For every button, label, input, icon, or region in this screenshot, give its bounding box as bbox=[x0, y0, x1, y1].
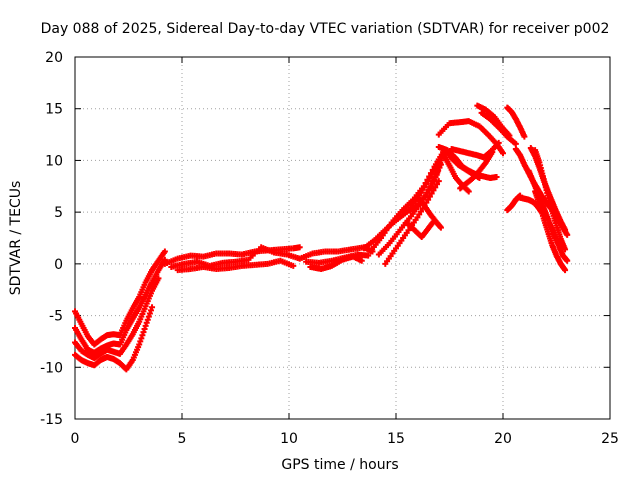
data-point bbox=[138, 335, 145, 342]
series-track-33 bbox=[517, 194, 545, 216]
series-track-4 bbox=[72, 304, 156, 373]
data-point bbox=[432, 184, 439, 191]
data-point bbox=[429, 166, 436, 173]
data-point bbox=[512, 140, 519, 147]
y-tick-label: 10 bbox=[45, 153, 63, 169]
chart-title: Day 088 of 2025, Sidereal Day-to-day VTE… bbox=[41, 21, 610, 37]
series-track-26 bbox=[504, 104, 528, 140]
y-tick-label: -5 bbox=[49, 309, 63, 325]
data-point bbox=[145, 313, 152, 320]
y-axis-label: SDTVAR / TECUs bbox=[8, 181, 24, 296]
data-point bbox=[296, 244, 303, 251]
data-point bbox=[426, 193, 433, 200]
data-point bbox=[136, 341, 143, 348]
plot-frame bbox=[74, 56, 611, 420]
data-point bbox=[562, 226, 569, 233]
ticks: 0 5 10 15 20 25 -15 -10 -5 0 5 10 15 20 bbox=[40, 50, 619, 447]
data-point bbox=[500, 150, 506, 157]
x-tick-label: 10 bbox=[280, 431, 298, 447]
series-track-22 bbox=[457, 149, 496, 192]
data-point bbox=[426, 173, 433, 180]
data-point bbox=[521, 133, 528, 140]
data-point bbox=[489, 149, 496, 156]
y-tick-label: 20 bbox=[45, 50, 63, 66]
data-point bbox=[564, 257, 571, 264]
data-point bbox=[149, 304, 156, 311]
data-point bbox=[435, 178, 442, 185]
data-point bbox=[427, 170, 434, 177]
series-track-23 bbox=[435, 118, 506, 157]
data-point bbox=[290, 262, 297, 269]
data-point bbox=[358, 257, 365, 264]
data-point bbox=[365, 252, 372, 259]
data-point bbox=[147, 307, 154, 314]
y-tick-label: 5 bbox=[54, 205, 63, 221]
data-point bbox=[141, 326, 148, 333]
data-point bbox=[476, 175, 483, 182]
data-point bbox=[493, 173, 500, 180]
data-point bbox=[142, 322, 149, 329]
data-point bbox=[137, 338, 144, 345]
y-tick-label: -10 bbox=[40, 360, 63, 376]
x-tick-label: 5 bbox=[178, 431, 187, 447]
series-track-19 bbox=[440, 151, 472, 195]
series-track-25 bbox=[478, 109, 519, 147]
data-point bbox=[161, 248, 168, 255]
data-point bbox=[146, 310, 153, 317]
x-tick-label: 25 bbox=[601, 431, 619, 447]
y-tick-label: 0 bbox=[54, 257, 63, 273]
data-marks bbox=[72, 102, 571, 373]
data-point bbox=[140, 329, 147, 336]
series-track-32 bbox=[532, 188, 569, 274]
data-point bbox=[562, 267, 569, 274]
data-point bbox=[420, 183, 427, 190]
data-point bbox=[564, 231, 571, 238]
data-point bbox=[424, 176, 431, 183]
series-track-30 bbox=[532, 147, 569, 253]
series-track-17 bbox=[414, 193, 444, 231]
y-tick-label: -15 bbox=[40, 412, 63, 428]
data-point bbox=[143, 319, 150, 326]
data-point bbox=[422, 180, 429, 187]
data-point bbox=[437, 224, 444, 231]
x-tick-label: 15 bbox=[387, 431, 405, 447]
series-track-3 bbox=[72, 275, 162, 361]
data-point bbox=[538, 209, 545, 216]
series-track-7 bbox=[174, 257, 297, 274]
x-tick-label: 0 bbox=[71, 431, 80, 447]
x-tick-label: 20 bbox=[494, 431, 512, 447]
data-point bbox=[155, 275, 162, 282]
data-point bbox=[144, 316, 151, 323]
data-point bbox=[465, 188, 472, 195]
y-tick-label: 15 bbox=[45, 102, 63, 118]
series-track-10 bbox=[307, 253, 365, 273]
data-point bbox=[437, 157, 444, 164]
x-axis-label: GPS time / hours bbox=[281, 457, 398, 473]
series-track-16 bbox=[403, 217, 438, 240]
data-point bbox=[139, 332, 146, 339]
